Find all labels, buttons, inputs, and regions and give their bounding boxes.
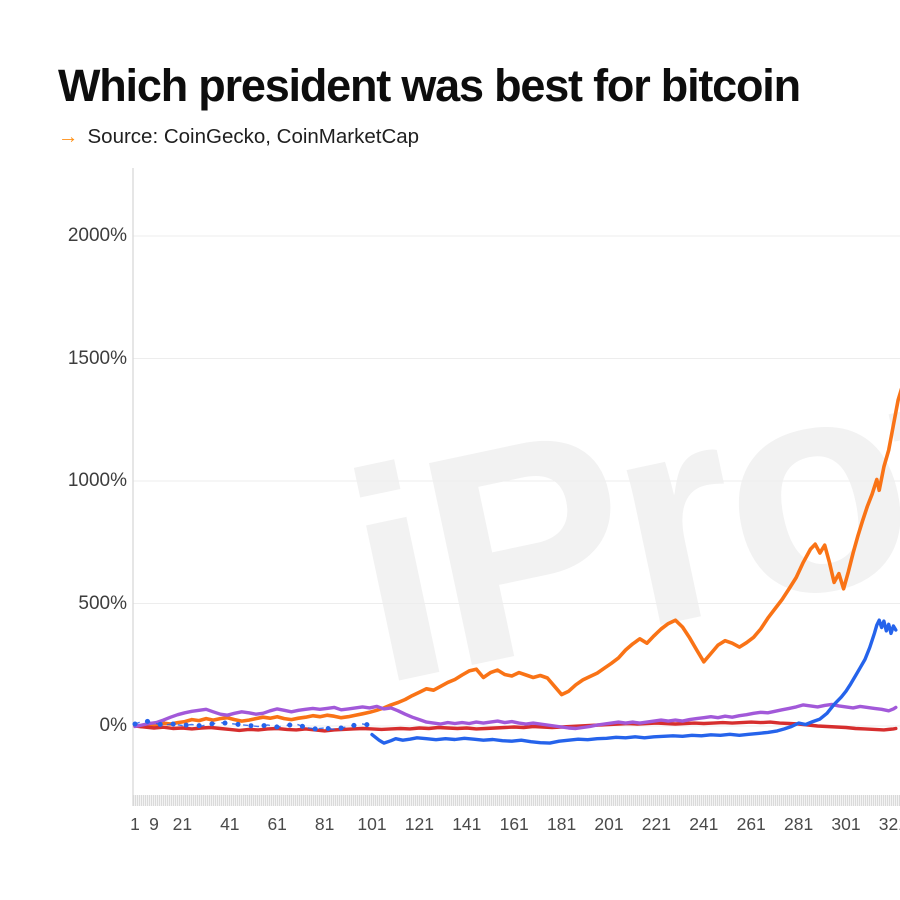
blue-dotted-line <box>132 717 373 732</box>
x-tick-label: 261 <box>736 814 766 834</box>
page-title: Which president was best for bitcoin <box>58 60 801 111</box>
x-tick-label: 321 <box>878 814 900 834</box>
x-tick-label: 241 <box>689 814 719 834</box>
x-tick-label: 9 <box>149 814 159 834</box>
x-tick-label: 181 <box>546 814 577 834</box>
x-tick-label: 281 <box>783 814 814 834</box>
purple-line <box>133 702 898 731</box>
x-tick-label: 141 <box>452 814 482 834</box>
y-tick-label: 500% <box>78 592 127 614</box>
chart-header: Which president was best for bitcoin → S… <box>58 60 801 149</box>
red-line <box>133 720 898 733</box>
x-axis-tick-band <box>133 795 900 806</box>
x-tick-label: 81 <box>314 814 335 834</box>
y-tick-label: 1500% <box>67 347 127 369</box>
x-tick-label: 21 <box>172 814 193 834</box>
x-tick-label: 61 <box>267 814 287 834</box>
x-tick-label: 41 <box>220 814 240 834</box>
x-tick-label: 1 <box>130 814 140 834</box>
source-line: → Source: CoinGecko, CoinMarketCap <box>58 125 800 149</box>
x-tick-label: 221 <box>641 814 671 834</box>
x-tick-label: 301 <box>831 814 861 834</box>
x-tick-label: 121 <box>404 814 434 834</box>
arrow-icon: → <box>58 125 79 148</box>
y-tick-label: 2000% <box>67 225 127 246</box>
y-tick-label: 0% <box>99 715 127 736</box>
blue-dotted-line-dash <box>134 719 370 731</box>
x-tick-label: 201 <box>594 814 624 834</box>
x-tick-label: 161 <box>499 814 529 834</box>
x-tick-label: 101 <box>357 814 387 834</box>
y-tick-label: 1000% <box>67 470 127 491</box>
blue-line <box>370 618 898 745</box>
watermark: iProto <box>322 248 900 748</box>
orange-line <box>133 387 900 729</box>
source-text: Source: CoinGecko, CoinMarketCap <box>87 125 420 148</box>
